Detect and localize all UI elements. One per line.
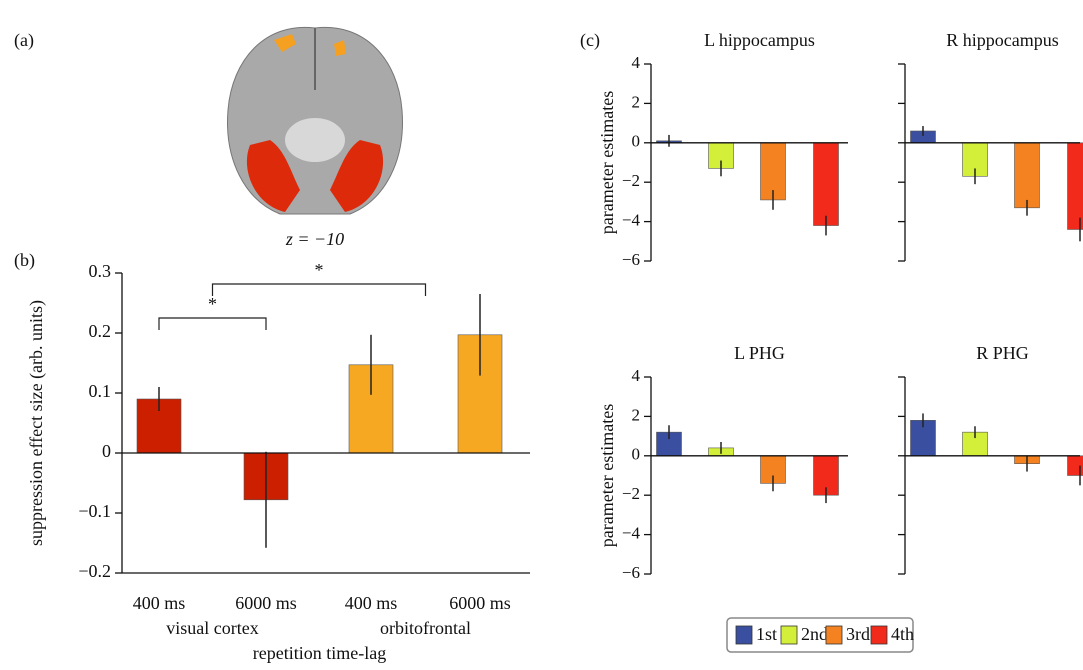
x-tick-label: 6000 ms bbox=[235, 593, 297, 613]
y-tick-label: −4 bbox=[622, 524, 641, 543]
chart-title: R hippocampus bbox=[946, 30, 1059, 50]
x-axis-label: repetition time-lag bbox=[253, 643, 386, 663]
y-tick-label: −0.2 bbox=[78, 561, 111, 581]
chart-title: L PHG bbox=[734, 343, 785, 363]
chart-title: R PHG bbox=[976, 343, 1029, 363]
y-tick-label: 0.3 bbox=[89, 261, 112, 281]
group-label: orbitofrontal bbox=[380, 618, 471, 638]
legend-label: 4th bbox=[891, 624, 914, 644]
legend-label: 3rd bbox=[846, 624, 870, 644]
bar bbox=[1067, 142, 1083, 230]
y-tick-label: 0 bbox=[632, 445, 641, 464]
chart-title: L hippocampus bbox=[704, 30, 815, 50]
y-tick-label: 2 bbox=[632, 405, 641, 424]
bar bbox=[813, 142, 839, 226]
panel-label: (a) bbox=[14, 30, 34, 51]
significance-bracket bbox=[158, 317, 267, 330]
legend-label: 2nd bbox=[801, 624, 828, 644]
x-tick-label: 400 ms bbox=[133, 593, 186, 613]
significance-bracket bbox=[211, 283, 427, 296]
y-tick-label: 0.2 bbox=[89, 321, 112, 341]
y-tick-label: 4 bbox=[632, 53, 641, 72]
y-tick-label: 0 bbox=[632, 132, 641, 151]
y-tick-label: −6 bbox=[622, 563, 640, 582]
y-tick-label: −0.1 bbox=[78, 501, 111, 521]
legend-swatch bbox=[780, 625, 798, 645]
legend-label: 1st bbox=[756, 624, 777, 644]
y-axis-label: parameter estimates bbox=[597, 91, 617, 234]
y-tick-label: −2 bbox=[622, 171, 640, 190]
significance-label: * bbox=[208, 294, 217, 314]
bar bbox=[1014, 142, 1040, 209]
x-tick-label: 400 ms bbox=[345, 593, 398, 613]
x-tick-label: 6000 ms bbox=[449, 593, 511, 613]
y-tick-label: 0 bbox=[102, 441, 111, 461]
y-tick-label: −6 bbox=[622, 250, 640, 269]
legend-swatch bbox=[825, 625, 843, 645]
legend-swatch bbox=[735, 625, 753, 645]
y-tick-label: 0.1 bbox=[89, 381, 112, 401]
group-label: visual cortex bbox=[166, 618, 258, 638]
panel-label: (c) bbox=[580, 30, 600, 51]
significance-label: * bbox=[315, 260, 324, 280]
y-tick-label: −4 bbox=[622, 211, 641, 230]
panel-label: (b) bbox=[14, 250, 35, 271]
y-axis-label: suppression effect size (arb. units) bbox=[26, 300, 47, 546]
y-tick-label: 2 bbox=[632, 92, 641, 111]
brain-caption: z = −10 bbox=[285, 229, 344, 249]
y-axis-label: parameter estimates bbox=[597, 404, 617, 547]
y-tick-label: −2 bbox=[622, 484, 640, 503]
legend-swatch bbox=[870, 625, 888, 645]
legend-box bbox=[726, 617, 914, 653]
y-tick-label: 4 bbox=[632, 366, 641, 385]
brain-image bbox=[227, 26, 403, 215]
